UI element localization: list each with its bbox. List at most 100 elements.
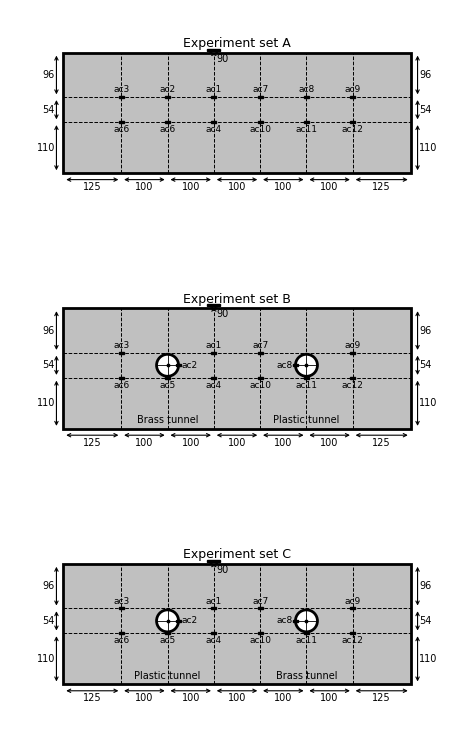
Text: 110: 110 [36, 399, 55, 408]
Text: 100: 100 [320, 182, 339, 192]
Text: 100: 100 [182, 693, 200, 703]
Text: 100: 100 [135, 438, 154, 447]
Bar [304, 376, 309, 379]
Bar [64, 308, 410, 429]
Text: 100: 100 [182, 182, 200, 192]
Circle shape [156, 354, 179, 376]
Text: 96: 96 [43, 581, 55, 591]
Text: 100: 100 [228, 693, 246, 703]
Bar [207, 49, 220, 51]
Text: 125: 125 [83, 438, 101, 447]
Text: 110: 110 [419, 654, 438, 664]
Text: ac1: ac1 [206, 86, 222, 94]
Text: ac9: ac9 [345, 86, 361, 94]
Text: ac12: ac12 [342, 381, 364, 390]
Text: 100: 100 [135, 693, 154, 703]
Bar [211, 607, 217, 610]
Circle shape [295, 610, 318, 632]
Text: Plastic tunnel: Plastic tunnel [134, 671, 201, 680]
Text: 96: 96 [419, 70, 431, 80]
Text: ac3: ac3 [113, 86, 129, 94]
Text: ac6: ac6 [113, 125, 129, 134]
Bar [211, 352, 217, 354]
Text: 96: 96 [419, 325, 431, 336]
Text: 54: 54 [419, 360, 431, 370]
Bar [293, 365, 298, 366]
Bar [118, 121, 124, 123]
Bar [350, 121, 356, 123]
Text: 100: 100 [182, 438, 200, 447]
Bar [176, 620, 181, 622]
Text: ac8: ac8 [276, 616, 292, 625]
Text: 54: 54 [419, 105, 431, 114]
Text: 125: 125 [83, 693, 101, 703]
Bar [304, 96, 309, 98]
Text: 90: 90 [216, 54, 228, 63]
Text: Experiment set C: Experiment set C [183, 548, 291, 561]
Bar [350, 607, 356, 610]
Text: Experiment set A: Experiment set A [183, 37, 291, 50]
Bar [257, 121, 263, 123]
Bar [304, 632, 309, 635]
Bar [165, 632, 170, 635]
Circle shape [156, 610, 179, 632]
Bar [165, 376, 170, 379]
Text: Brass tunnel: Brass tunnel [137, 415, 198, 425]
Bar [118, 96, 124, 98]
Bar [350, 96, 356, 98]
Text: ac7: ac7 [252, 86, 268, 94]
Text: 100: 100 [228, 438, 246, 447]
Text: ac1: ac1 [206, 596, 222, 606]
Text: 100: 100 [274, 182, 292, 192]
Text: 90: 90 [216, 309, 228, 320]
Bar [304, 121, 309, 123]
Text: ac10: ac10 [249, 381, 271, 390]
Text: ac6: ac6 [159, 125, 176, 134]
Text: 54: 54 [419, 616, 431, 626]
Text: ac8: ac8 [298, 86, 315, 94]
Bar [350, 352, 356, 354]
Bar [257, 607, 263, 610]
Text: ac12: ac12 [342, 636, 364, 645]
Text: 125: 125 [83, 182, 101, 192]
Text: 110: 110 [36, 654, 55, 664]
Text: ac3: ac3 [113, 341, 129, 350]
Text: ac9: ac9 [345, 596, 361, 606]
Text: 100: 100 [274, 438, 292, 447]
Bar [165, 96, 170, 98]
Bar [350, 632, 356, 635]
Text: ac10: ac10 [249, 636, 271, 645]
Text: ac2: ac2 [159, 86, 175, 94]
Bar [64, 564, 410, 684]
Bar [257, 376, 263, 379]
Text: 100: 100 [228, 182, 246, 192]
Text: 54: 54 [43, 616, 55, 626]
Bar [257, 632, 263, 635]
Text: Plastic tunnel: Plastic tunnel [273, 415, 340, 425]
Text: 110: 110 [36, 142, 55, 153]
Bar [211, 632, 217, 635]
Circle shape [295, 354, 318, 376]
Bar [176, 365, 181, 366]
Bar [118, 607, 124, 610]
Bar [257, 352, 263, 354]
Text: ac5: ac5 [159, 636, 176, 645]
Text: 125: 125 [373, 438, 391, 447]
Text: ac4: ac4 [206, 636, 222, 645]
Bar [118, 376, 124, 379]
Text: 100: 100 [320, 693, 339, 703]
Text: ac12: ac12 [342, 125, 364, 134]
Text: ac6: ac6 [113, 636, 129, 645]
Text: 125: 125 [373, 693, 391, 703]
Bar [64, 52, 410, 173]
Text: ac11: ac11 [295, 125, 318, 134]
Text: 110: 110 [419, 399, 438, 408]
Text: 96: 96 [43, 70, 55, 80]
Text: 96: 96 [419, 581, 431, 591]
Text: ac8: ac8 [276, 361, 292, 370]
Text: ac4: ac4 [206, 125, 222, 134]
Text: ac1: ac1 [206, 341, 222, 350]
Text: ac6: ac6 [113, 381, 129, 390]
Bar [211, 376, 217, 379]
Text: ac2: ac2 [182, 616, 198, 625]
